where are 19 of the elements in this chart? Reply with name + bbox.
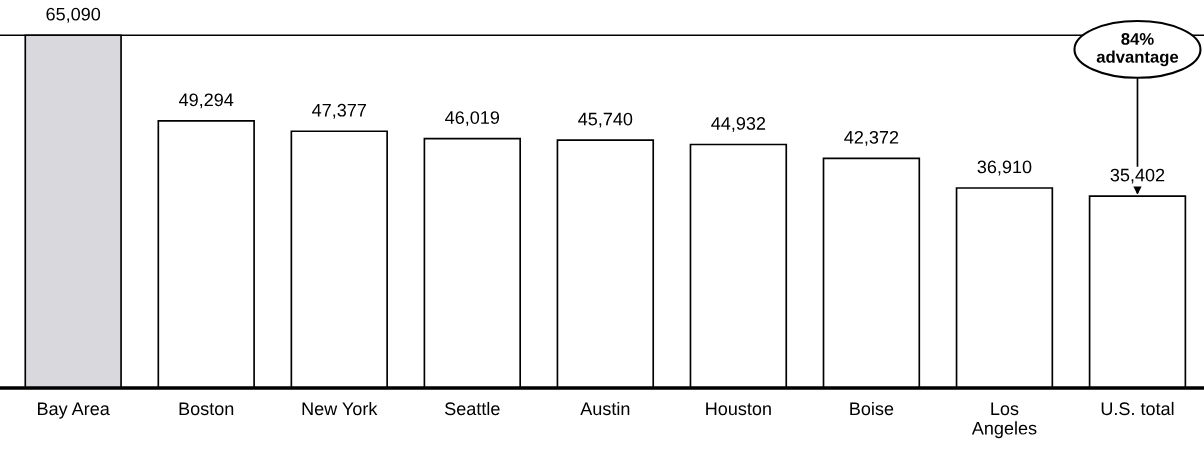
data-label: 46,019 bbox=[445, 111, 500, 127]
data-label: 49,294 bbox=[179, 93, 234, 109]
data-label: 36,910 bbox=[977, 160, 1032, 176]
x-tick-label: New York bbox=[302, 401, 378, 416]
x-tick-label: Seattle bbox=[445, 401, 500, 416]
data-label: 44,932 bbox=[711, 117, 766, 132]
x-tick-label: Austin bbox=[580, 401, 630, 416]
x-tick-label: U.S. total bbox=[1101, 401, 1174, 416]
x-tick-label: Boise bbox=[850, 401, 894, 416]
data-label: 42,372 bbox=[844, 130, 899, 146]
data-label: 45,740 bbox=[578, 112, 633, 128]
x-tick-label: Houston bbox=[706, 402, 771, 416]
x-tick-label: Bay Area bbox=[38, 402, 110, 419]
x-tick-label: Los Angeles bbox=[971, 402, 1037, 439]
x-tick-label: Boston bbox=[179, 402, 234, 416]
data-label: 35,402 bbox=[1110, 168, 1165, 184]
annotation: 84% advantage bbox=[1096, 33, 1179, 67]
data-label: 47,377 bbox=[312, 103, 366, 119]
data-label: 65,090 bbox=[46, 7, 101, 23]
